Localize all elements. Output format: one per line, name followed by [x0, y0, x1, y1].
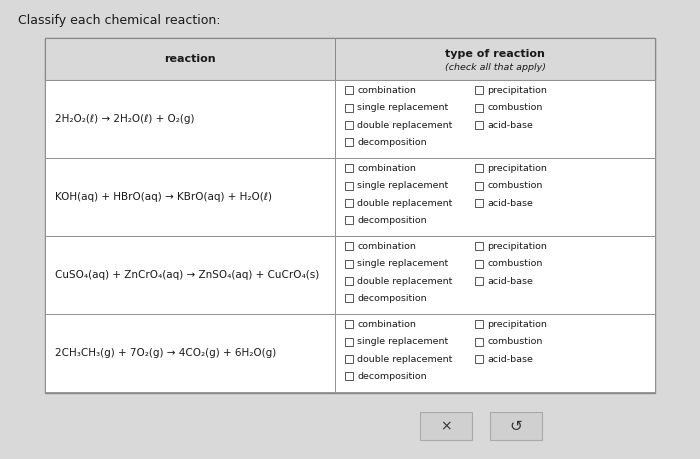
Text: single replacement: single replacement — [357, 337, 448, 346]
Text: combination: combination — [357, 164, 416, 173]
Text: combustion: combustion — [487, 181, 542, 190]
Text: decomposition: decomposition — [357, 216, 426, 225]
Text: decomposition: decomposition — [357, 294, 426, 303]
Text: precipitation: precipitation — [487, 164, 547, 173]
Text: single replacement: single replacement — [357, 181, 448, 190]
Text: single replacement: single replacement — [357, 259, 448, 268]
Text: CuSO₄(aq) + ZnCrO₄(aq) → ZnSO₄(aq) + CuCrO₄(s): CuSO₄(aq) + ZnCrO₄(aq) → ZnSO₄(aq) + CuC… — [55, 270, 319, 280]
Text: double replacement: double replacement — [357, 121, 452, 129]
Text: combustion: combustion — [487, 337, 542, 346]
Text: Classify each chemical reaction:: Classify each chemical reaction: — [18, 14, 220, 27]
Text: ↺: ↺ — [510, 419, 522, 433]
Text: acid-base: acid-base — [487, 354, 533, 364]
Text: 2CH₃CH₃(g) + 7O₂(g) → 4CO₂(g) + 6H₂O(g): 2CH₃CH₃(g) + 7O₂(g) → 4CO₂(g) + 6H₂O(g) — [55, 348, 276, 358]
Text: precipitation: precipitation — [487, 242, 547, 251]
Text: double replacement: double replacement — [357, 354, 452, 364]
Text: combination: combination — [357, 242, 416, 251]
Text: KOH(aq) + HBrO(aq) → KBrO(aq) + H₂O(ℓ): KOH(aq) + HBrO(aq) → KBrO(aq) + H₂O(ℓ) — [55, 192, 272, 202]
Text: 2H₂O₂(ℓ) → 2H₂O(ℓ) + O₂(g): 2H₂O₂(ℓ) → 2H₂O(ℓ) + O₂(g) — [55, 114, 195, 124]
Text: combustion: combustion — [487, 259, 542, 268]
Text: single replacement: single replacement — [357, 103, 448, 112]
Text: type of reaction: type of reaction — [445, 49, 545, 59]
Text: double replacement: double replacement — [357, 199, 452, 207]
Text: decomposition: decomposition — [357, 138, 426, 147]
Text: precipitation: precipitation — [487, 320, 547, 329]
Text: decomposition: decomposition — [357, 372, 426, 381]
Text: combustion: combustion — [487, 103, 542, 112]
Text: double replacement: double replacement — [357, 277, 452, 285]
Text: acid-base: acid-base — [487, 121, 533, 129]
Text: ×: × — [440, 419, 452, 433]
Text: precipitation: precipitation — [487, 86, 547, 95]
Text: combination: combination — [357, 320, 416, 329]
Text: (check all that apply): (check all that apply) — [444, 63, 545, 73]
Text: reaction: reaction — [164, 54, 216, 64]
Text: acid-base: acid-base — [487, 199, 533, 207]
Text: combination: combination — [357, 86, 416, 95]
Text: acid-base: acid-base — [487, 277, 533, 285]
